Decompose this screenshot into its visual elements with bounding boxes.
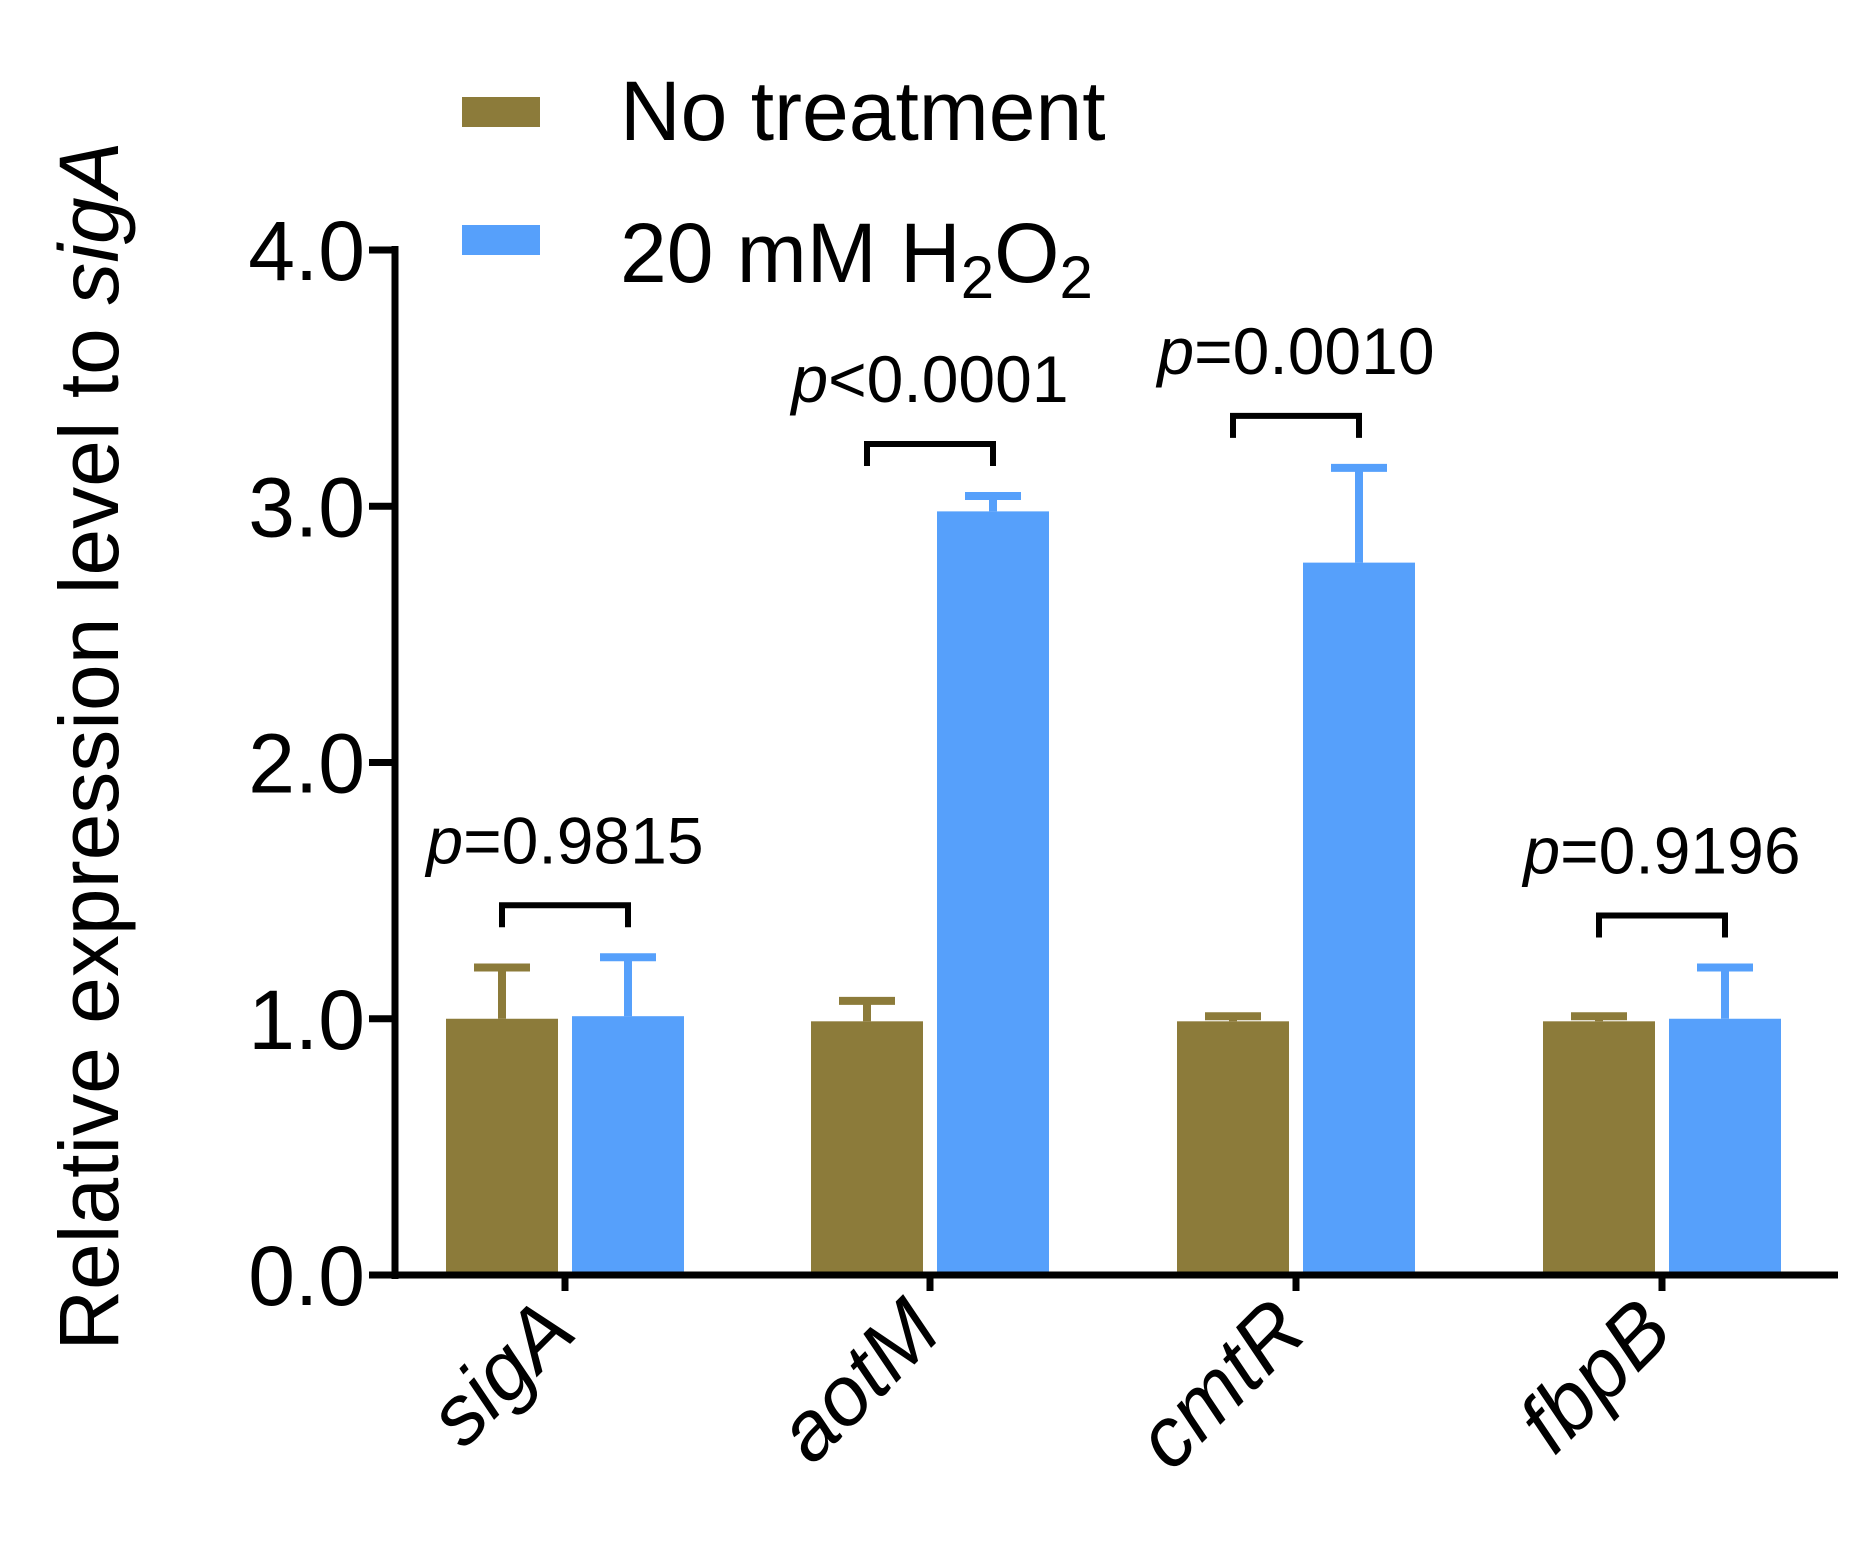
category-labels: sigA aotM cmtR fbpB xyxy=(410,1281,1689,1486)
p-symbol: p xyxy=(1155,314,1194,388)
significance-bracket-aotm xyxy=(864,441,996,466)
p-value-text: =0.9196 xyxy=(1560,814,1800,888)
category-label-cmtr: cmtR xyxy=(1118,1281,1323,1486)
y-tick-label: 4.0 xyxy=(248,204,365,298)
p-value-label-cmtr: p=0.0010 xyxy=(1155,314,1434,388)
bar-aotm-h2o2 xyxy=(937,511,1049,1275)
bar-siga-h2o2 xyxy=(572,1016,684,1275)
y-axis-label-gene: sigA xyxy=(42,141,136,304)
bar-fbpb-h2o2 xyxy=(1669,1018,1781,1275)
significance-bracket-siga xyxy=(499,902,631,928)
significance-bracket-fbpb xyxy=(1596,912,1728,938)
p-value-label-aotm: p<0.0001 xyxy=(789,342,1068,416)
p-symbol: p xyxy=(789,342,828,416)
p-value-text: =0.0010 xyxy=(1194,314,1434,388)
legend-label-h2o2-sub-2: 2 xyxy=(1059,244,1092,311)
bar-cmtr-h2o2 xyxy=(1303,562,1415,1275)
bar-fbpb-no-treatment xyxy=(1543,1021,1655,1275)
axes xyxy=(369,246,1838,1291)
y-tick-label: 0.0 xyxy=(248,1229,365,1323)
y-axis-ticks: 0.0 1.0 2.0 3.0 4.0 xyxy=(248,204,365,1323)
legend-swatch-h2o2 xyxy=(462,225,540,255)
p-value-text: =0.9815 xyxy=(463,803,703,877)
bars-group xyxy=(446,412,1781,1275)
bar-siga-no-treatment xyxy=(446,1018,558,1275)
p-value-label-fbpb: p=0.9196 xyxy=(1521,814,1800,888)
legend: No treatment 20 mM H2O2 xyxy=(462,64,1106,311)
category-label-fbpb: fbpB xyxy=(1500,1281,1689,1470)
p-value-annotations: p=0.9815 p<0.0001 p=0.0010 p=0.9196 xyxy=(424,314,1800,888)
p-value-label-siga: p=0.9815 xyxy=(424,803,703,877)
category-label-siga: sigA xyxy=(410,1281,592,1463)
legend-label-no-treatment: No treatment xyxy=(620,64,1106,158)
category-label-aotm: aotM xyxy=(758,1281,957,1480)
legend-label-h2o2-b: O xyxy=(994,206,1059,300)
legend-swatch-no-treatment xyxy=(462,97,540,127)
significance-bracket-cmtr xyxy=(1230,412,1362,438)
bar-aotm-no-treatment xyxy=(811,1021,923,1275)
p-value-text: <0.0001 xyxy=(828,342,1068,416)
legend-label-h2o2-sub-1: 2 xyxy=(961,244,994,311)
y-tick-label: 3.0 xyxy=(248,460,365,554)
y-tick-label: 2.0 xyxy=(248,717,365,811)
y-axis-label: Relative expression level to sigA xyxy=(42,141,136,1350)
bar-cmtr-no-treatment xyxy=(1177,1021,1289,1275)
p-symbol: p xyxy=(1521,814,1560,888)
y-tick-label: 1.0 xyxy=(248,973,365,1067)
p-symbol: p xyxy=(424,803,463,877)
y-axis-label-text: Relative expression level to xyxy=(42,305,136,1351)
legend-label-h2o2: 20 mM H2O2 xyxy=(620,206,1093,311)
legend-label-h2o2-a: 20 mM H xyxy=(620,206,961,300)
